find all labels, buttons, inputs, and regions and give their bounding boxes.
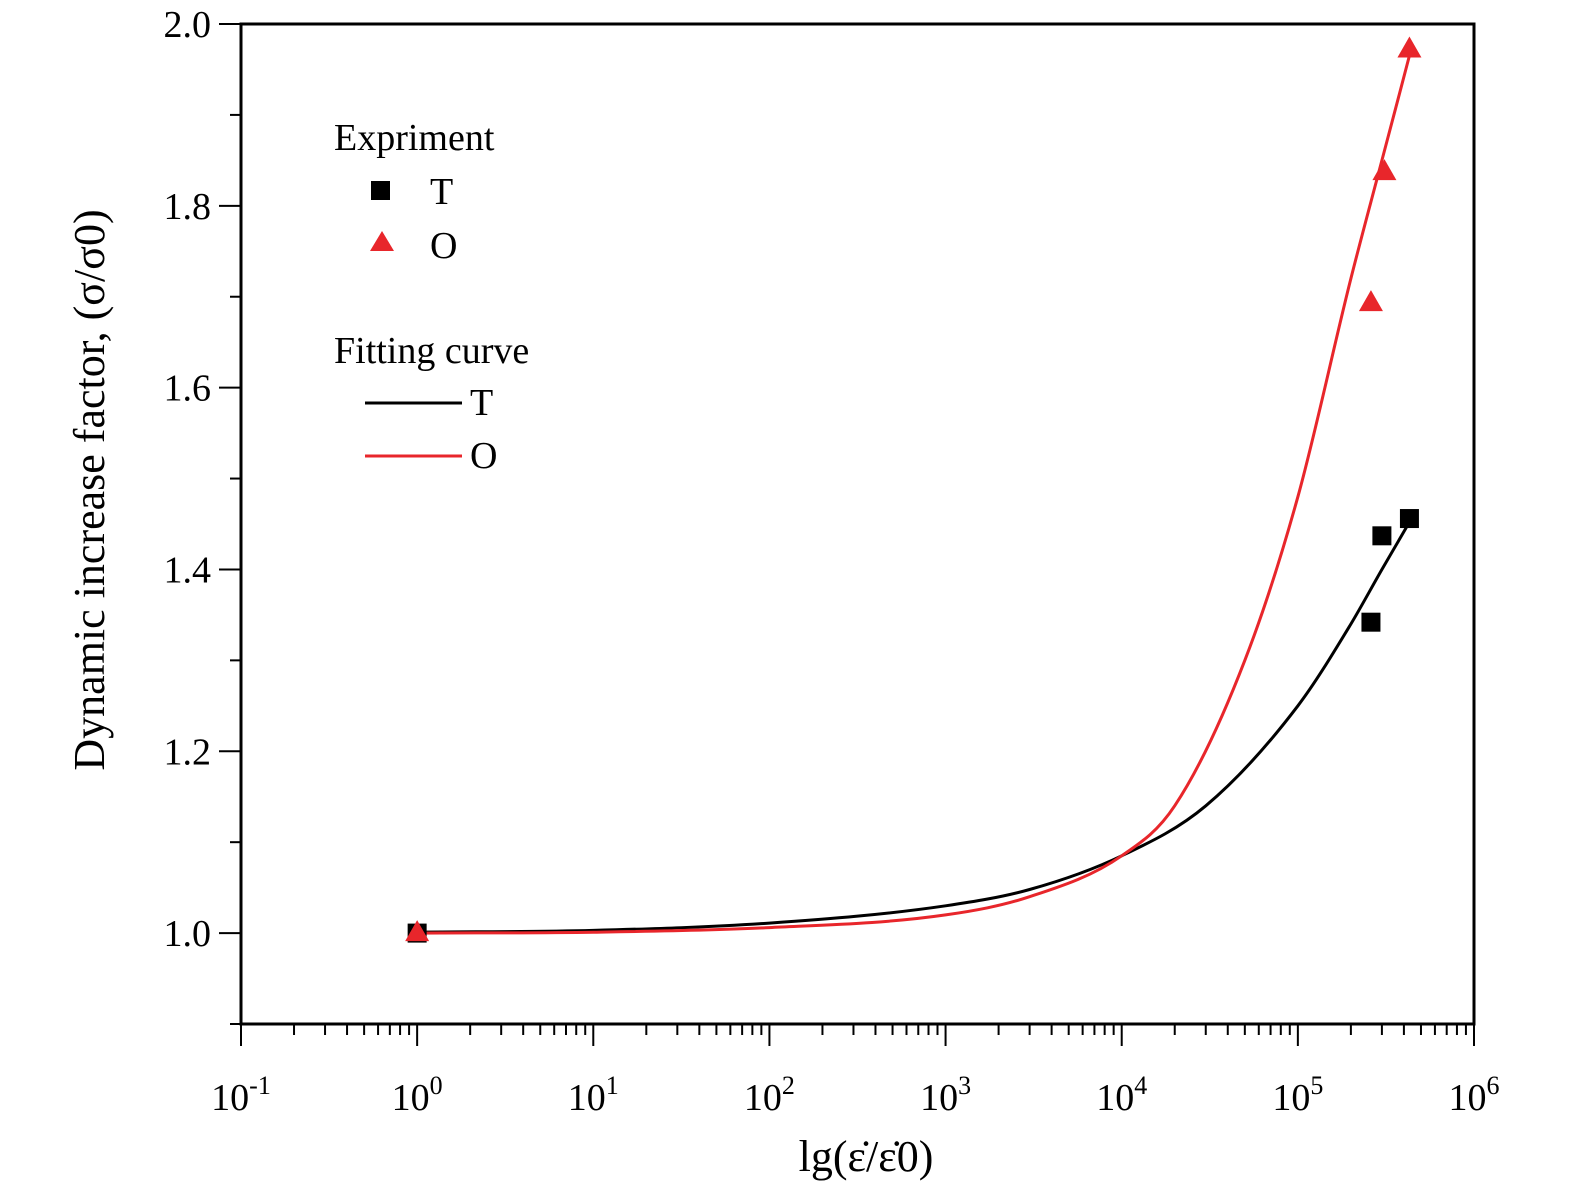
x-tick-label: 100 — [392, 1071, 443, 1119]
y-tick-label: 1.2 — [164, 731, 212, 773]
marker-o — [1358, 290, 1383, 312]
y-axis-title: Dynamic increase factor, (σ/σ0) — [65, 209, 114, 770]
legend-experiment-o: O — [430, 225, 457, 267]
x-tick-label: 104 — [1096, 1071, 1147, 1119]
x-tick-label: 102 — [744, 1071, 795, 1119]
y-tick-label: 2.0 — [164, 4, 212, 46]
legend-fit-o: O — [470, 435, 497, 477]
marker-t — [1372, 526, 1392, 546]
y-tick-label: 1.0 — [164, 913, 212, 955]
y-tick-label: 1.6 — [164, 368, 212, 410]
marker-o — [1372, 159, 1397, 181]
y-tick-label: 1.8 — [164, 186, 212, 228]
legend-experiment-title: Expriment — [334, 117, 495, 159]
plot-border — [239, 22, 1476, 1026]
x-axis-title: lg(ε̇/ε̇0) — [799, 1132, 934, 1181]
marker-t — [1399, 509, 1419, 529]
marker-o — [405, 920, 430, 942]
x-axis: 10-1 100 101 102 103 104 105 106 — [211, 1024, 1500, 1119]
marker-t — [1361, 612, 1381, 632]
experiment-markers — [405, 36, 1422, 943]
y-tick-label: 1.4 — [164, 549, 212, 591]
legend-fit-title: Fitting curve — [334, 330, 529, 372]
fit-curve-t — [417, 521, 1411, 934]
marker-o — [1397, 36, 1422, 58]
x-tick-label: 106 — [1449, 1071, 1500, 1119]
legend-fit-t: T — [470, 382, 493, 424]
plot-frame — [239, 22, 1476, 1026]
x-tick-label: 103 — [920, 1071, 971, 1119]
legend-marker-t — [371, 181, 390, 200]
legend: Expriment T O Fitting curve T O — [334, 117, 529, 477]
legend-marker-o — [370, 231, 394, 251]
fit-lines — [417, 55, 1411, 935]
x-tick-label: 10-1 — [211, 1071, 271, 1119]
legend-experiment-t: T — [430, 171, 453, 213]
x-tick-label: 101 — [568, 1071, 619, 1119]
y-axis: 1.0 1.2 1.4 1.6 1.8 2.0 — [164, 4, 241, 1025]
x-tick-label: 105 — [1272, 1071, 1323, 1119]
fit-curve-o — [417, 55, 1411, 935]
